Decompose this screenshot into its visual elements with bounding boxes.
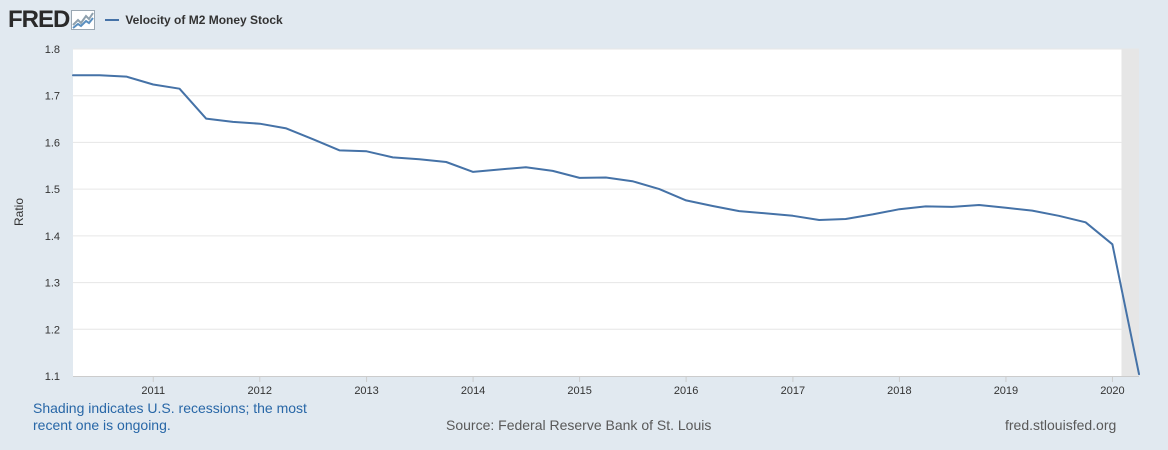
x-tick-label: 2013 (354, 385, 378, 397)
recession-shading-layer (1121, 49, 1139, 376)
fred-chart-icon (71, 10, 96, 30)
x-axis-ticks: 2011 2012 2013 2014 2015 2016 2017 2018 2019 2020 (141, 376, 1125, 397)
legend-swatch (105, 19, 120, 21)
source-note: Source: Federal Reserve Bank of St. Loui… (446, 417, 712, 433)
y-tick-label: 1.5 (45, 184, 60, 196)
y-tick-label: 1.3 (45, 278, 60, 290)
x-tick-label: 2015 (567, 385, 591, 397)
plot-area (73, 49, 1139, 376)
y-axis-ticks: 1.1 1.2 1.3 1.4 1.5 1.6 1.7 1.8 (45, 44, 60, 383)
y-tick-label: 1.8 (45, 44, 60, 56)
chart-header: FRED Velocity of M2 Money Stock (8, 6, 283, 34)
fred-logo-text: FRED (8, 6, 70, 33)
y-tick-label: 1.4 (45, 231, 60, 243)
gridlines (73, 48, 1139, 377)
legend-series-label: Velocity of M2 Money Stock (125, 13, 283, 27)
y-tick-label: 1.2 (45, 324, 60, 336)
x-tick-label: 2012 (248, 385, 272, 397)
y-tick-label: 1.7 (45, 91, 60, 103)
series-line-0 (72, 74, 1140, 376)
y-tick-label: 1.6 (45, 137, 60, 149)
x-tick-label: 2017 (781, 385, 805, 397)
x-tick-label: 2018 (887, 385, 911, 397)
chart-legend: Velocity of M2 Money Stock (105, 13, 283, 27)
recession-shading-0 (1121, 49, 1139, 376)
site-url: fred.stlouisfed.org (1005, 417, 1117, 433)
x-tick-label: 2019 (994, 385, 1018, 397)
y-axis-label: Ratio (12, 198, 26, 226)
x-tick-label: 2020 (1100, 385, 1124, 397)
x-tick-label: 2016 (674, 385, 698, 397)
x-tick-label: 2011 (141, 385, 165, 397)
recession-note: Shading indicates U.S. recessions; the m… (33, 400, 307, 433)
x-tick-label: 2014 (461, 385, 485, 397)
fred-logo[interactable]: FRED (8, 6, 96, 33)
series-layer (72, 74, 1140, 376)
y-tick-label: 1.1 (45, 371, 60, 383)
